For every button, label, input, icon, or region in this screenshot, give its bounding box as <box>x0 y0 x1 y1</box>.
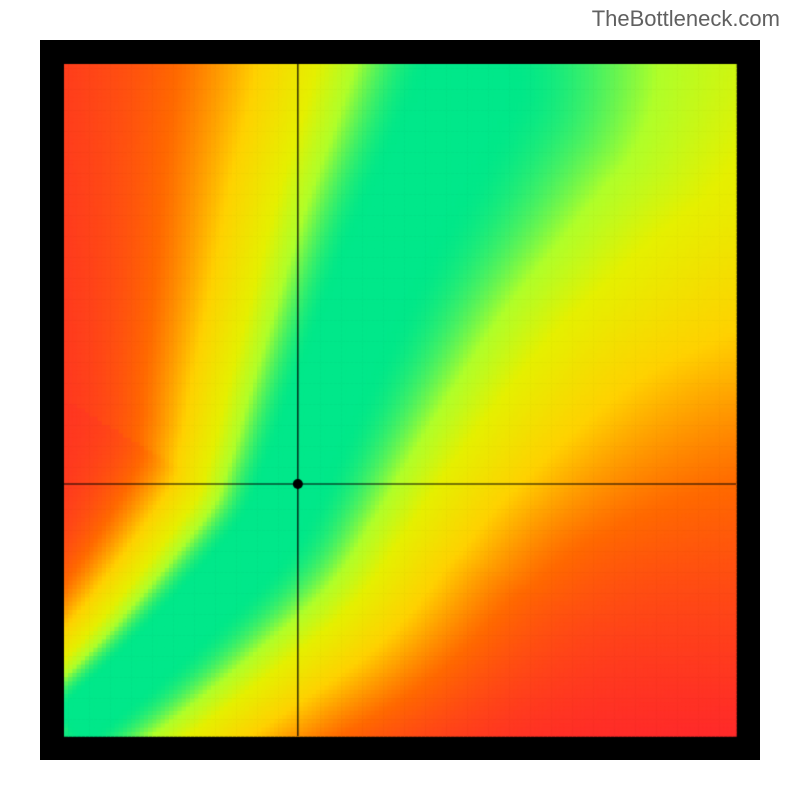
watermark: TheBottleneck.com <box>592 6 780 32</box>
page-root: TheBottleneck.com <box>0 0 800 800</box>
heatmap-canvas <box>40 40 760 760</box>
chart-area <box>40 40 760 760</box>
